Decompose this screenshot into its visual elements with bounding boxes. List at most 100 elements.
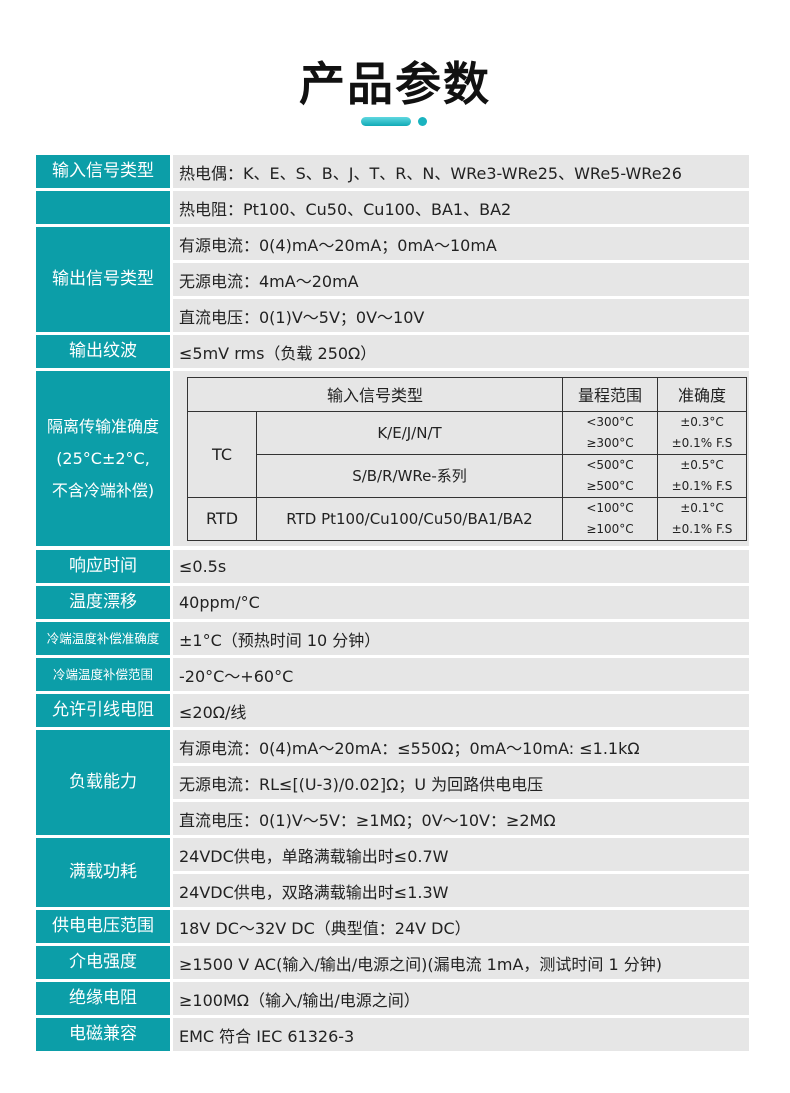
- sensor-type: S/B/R/WRe-系列: [256, 453, 563, 498]
- spec-row: 输入信号类型 热电偶：K、E、S、B、J、T、R、N、WRe3-WRe25、WRe…: [36, 155, 749, 188]
- accuracy-ranges: <500°C ≥500°C: [562, 453, 658, 498]
- accuracy-accuracy: ±0.1°C ±0.1% F.S: [657, 496, 747, 541]
- spec-value: ≤20Ω/线: [173, 694, 749, 727]
- spec-label: 冷端温度补偿准确度: [36, 622, 170, 655]
- spec-values: 热电偶：K、E、S、B、J、T、R、N、WRe3-WRe25、WRe5-WRe2…: [173, 155, 749, 188]
- accuracy-accuracy: ±0.5°C ±0.1% F.S: [657, 453, 747, 498]
- spec-value: 40ppm/°C: [173, 586, 749, 619]
- accuracy-ranges-value: ≥500°C: [586, 478, 634, 493]
- spec-label: 供电电压范围: [36, 910, 170, 943]
- accuracy-label-line: 隔离传输准确度: [46, 416, 159, 436]
- accuracy-header: 准确度: [657, 376, 747, 412]
- accuracy-ranges-value: ≥300°C: [586, 435, 634, 450]
- spec-row: 热电阻：Pt100、Cu50、Cu100、BA1、BA2: [36, 191, 749, 224]
- spec-label: 允许引线电阻: [36, 694, 170, 727]
- spec-row: 绝缘电阻 ≥100MΩ（输入/输出/电源之间）: [36, 982, 749, 1015]
- spec-value: EMC 符合 IEC 61326-3: [173, 1018, 749, 1051]
- spec-row: 温度漂移 40ppm/°C: [36, 586, 749, 619]
- spec-value: ≥1500 V AC(输入/输出/电源之间)(漏电流 1mA，测试时间 1 分钟…: [173, 946, 749, 979]
- spec-value: 热电偶：K、E、S、B、J、T、R、N、WRe3-WRe25、WRe5-WRe2…: [173, 155, 749, 188]
- spec-values: EMC 符合 IEC 61326-3: [173, 1018, 749, 1051]
- spec-value: 有源电流：0(4)mA～20mA：≤550Ω；0mA～10mA: ≤1.1kΩ: [173, 730, 749, 763]
- accuracy-ranges: <100°C ≥100°C: [562, 496, 658, 541]
- spec-label: 满载功耗: [36, 838, 170, 907]
- spec-label: 负载能力: [36, 730, 170, 835]
- accuracy-accuracy-value: ±0.1% F.S: [671, 435, 733, 450]
- spec-row: 冷端温度补偿范围 -20°C～+60°C: [36, 658, 749, 691]
- spec-label: 输出纹波: [36, 335, 170, 368]
- spec-row: 响应时间 ≤0.5s: [36, 550, 749, 583]
- title-decoration-bar: [361, 117, 411, 126]
- spec-values: -20°C～+60°C: [173, 658, 749, 691]
- spec-value: 直流电压：0(1)V～5V；0V～10V: [173, 299, 749, 332]
- spec-label: 输入信号类型: [36, 155, 170, 188]
- accuracy-label-line: 不含冷端补偿): [51, 480, 155, 500]
- accuracy-table: 输入信号类型 量程范围 准确度 TC K/E/J/N/T <300°C ≥300°C ±0.3…: [187, 376, 747, 541]
- accuracy-label-line: (25°C±2°C,: [56, 448, 150, 468]
- spec-label: 输出信号类型: [36, 227, 170, 332]
- spec-value: ≥100MΩ（输入/输出/电源之间）: [173, 982, 749, 1015]
- accuracy-accuracy-value: ±0.5°C: [680, 457, 724, 472]
- spec-values: 有源电流：0(4)mA～20mA：≤550Ω；0mA～10mA: ≤1.1kΩ 无…: [173, 730, 749, 835]
- spec-label: 冷端温度补偿范围: [36, 658, 170, 691]
- accuracy-accuracy-value: ±0.1% F.S: [671, 521, 733, 536]
- spec-value: 热电阻：Pt100、Cu50、Cu100、BA1、BA2: [173, 191, 749, 224]
- spec-row: 负载能力 有源电流：0(4)mA～20mA：≤550Ω；0mA～10mA: ≤1.…: [36, 730, 749, 835]
- spec-value: 无源电流：4mA～20mA: [173, 263, 749, 296]
- spec-value: ≤5mV rms（负载 250Ω）: [173, 335, 749, 368]
- spec-values: ≤20Ω/线: [173, 694, 749, 727]
- accuracy-accuracy: ±0.3°C ±0.1% F.S: [657, 410, 747, 455]
- spec-row: 冷端温度补偿准确度 ±1°C（预热时间 10 分钟）: [36, 622, 749, 655]
- accuracy-ranges-value: ≥100°C: [586, 521, 634, 536]
- spec-values: 有源电流：0(4)mA～20mA；0mA～10mA 无源电流：4mA～20mA 直流…: [173, 227, 749, 332]
- spec-value: -20°C～+60°C: [173, 658, 749, 691]
- sensor-type: K/E/J/N/T: [256, 410, 563, 455]
- spec-values: ±1°C（预热时间 10 分钟）: [173, 622, 749, 655]
- spec-label: 介电强度: [36, 946, 170, 979]
- page-title: 产品参数: [299, 57, 491, 111]
- spec-row: 输出信号类型 有源电流：0(4)mA～20mA；0mA～10mA 无源电流：4mA～…: [36, 227, 749, 332]
- spec-label: 温度漂移: [36, 586, 170, 619]
- accuracy-ranges: <300°C ≥300°C: [562, 410, 658, 455]
- spec-label: [36, 191, 170, 224]
- spec-values: 18V DC～32V DC（典型值：24V DC）: [173, 910, 749, 943]
- spec-value: ≤0.5s: [173, 550, 749, 583]
- spec-label: 电磁兼容: [36, 1018, 170, 1051]
- accuracy-header: 量程范围: [562, 376, 658, 412]
- spec-values: ≤5mV rms（负载 250Ω）: [173, 335, 749, 368]
- tc-label: TC: [187, 410, 257, 498]
- spec-values: ≥100MΩ（输入/输出/电源之间）: [173, 982, 749, 1015]
- rtd-label: RTD: [187, 496, 257, 541]
- spec-label: 响应时间: [36, 550, 170, 583]
- spec-row: 介电强度 ≥1500 V AC(输入/输出/电源之间)(漏电流 1mA，测试时间 …: [36, 946, 749, 979]
- spec-value: 直流电压：0(1)V～5V：≥1MΩ；0V～10V：≥2MΩ: [173, 802, 749, 835]
- spec-value: 24VDC供电，单路满载输出时≤0.7W: [173, 838, 749, 871]
- spec-values: 热电阻：Pt100、Cu50、Cu100、BA1、BA2: [173, 191, 749, 224]
- accuracy-ranges-value: <500°C: [586, 457, 634, 472]
- spec-values: 24VDC供电，单路满载输出时≤0.7W 24VDC供电，双路满载输出时≤1.3W: [173, 838, 749, 907]
- accuracy-accuracy-value: ±0.3°C: [680, 414, 724, 429]
- spec-row-accuracy: 隔离传输准确度 (25°C±2°C, 不含冷端补偿) 输入信号类型 量程范围 准确度 TC K…: [36, 371, 749, 546]
- spec-value: 无源电流：RL≤[(U-3)/0.02]Ω；U 为回路供电电压: [173, 766, 749, 799]
- sensor-type: RTD Pt100/Cu100/Cu50/BA1/BA2: [256, 496, 563, 541]
- accuracy-ranges-value: <300°C: [586, 414, 634, 429]
- spec-label: 隔离传输准确度 (25°C±2°C, 不含冷端补偿): [36, 371, 170, 546]
- spec-values: ≥1500 V AC(输入/输出/电源之间)(漏电流 1mA，测试时间 1 分钟…: [173, 946, 749, 979]
- spec-label: 绝缘电阻: [36, 982, 170, 1015]
- spec-row: 输出纹波 ≤5mV rms（负载 250Ω）: [36, 335, 749, 368]
- spec-value: 18V DC～32V DC（典型值：24V DC）: [173, 910, 749, 943]
- spec-value: ±1°C（预热时间 10 分钟）: [173, 622, 749, 655]
- accuracy-cell: 输入信号类型 量程范围 准确度 TC K/E/J/N/T <300°C ≥300°C ±0.3…: [173, 371, 749, 546]
- spec-row: 允许引线电阻 ≤20Ω/线: [36, 694, 749, 727]
- spec-values: 40ppm/°C: [173, 586, 749, 619]
- accuracy-accuracy-value: ±0.1°C: [680, 500, 724, 515]
- spec-row: 电磁兼容 EMC 符合 IEC 61326-3: [36, 1018, 749, 1051]
- spec-values: ≤0.5s: [173, 550, 749, 583]
- spec-row: 满载功耗 24VDC供电，单路满载输出时≤0.7W 24VDC供电，双路满载输出时≤…: [36, 838, 749, 907]
- accuracy-accuracy-value: ±0.1% F.S: [671, 478, 733, 493]
- spec-value: 24VDC供电，双路满载输出时≤1.3W: [173, 874, 749, 907]
- spec-table: 输入信号类型 热电偶：K、E、S、B、J、T、R、N、WRe3-WRe25、WRe…: [36, 155, 749, 1054]
- title-decoration-dot: [418, 117, 427, 126]
- spec-row: 供电电压范围 18V DC～32V DC（典型值：24V DC）: [36, 910, 749, 943]
